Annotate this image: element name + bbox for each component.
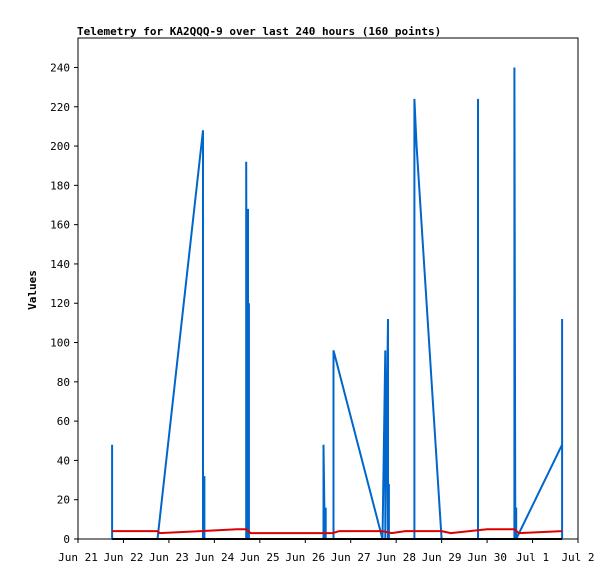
y-tick-label: 240 (50, 61, 70, 74)
x-tick-label: Jun 21 (58, 551, 98, 564)
x-tick-label: Jun 29 (422, 551, 462, 564)
y-tick-label: 220 (50, 101, 70, 114)
y-tick-label: 100 (50, 337, 70, 350)
x-tick-label: Jun 27 (331, 551, 371, 564)
series-layer (111, 67, 564, 540)
plot-frame (77, 37, 579, 540)
x-tick-label: Jul 2 (561, 551, 594, 564)
y-tick-label: 40 (57, 454, 70, 467)
x-tick-label: Jun 30 (467, 551, 507, 564)
chart-title: Telemetry for KA2QQQ-9 over last 240 hou… (77, 25, 441, 38)
y-tick-label: 0 (63, 533, 70, 546)
y-tick-label: 20 (57, 494, 70, 507)
y-tick-label: 80 (57, 376, 70, 389)
x-tick-label: Jun 24 (194, 551, 234, 564)
y-tick-label: 60 (57, 415, 70, 428)
x-tick-label: Jun 25 (240, 551, 280, 564)
x-tick-label: Jun 22 (104, 551, 144, 564)
y-tick-label: 120 (50, 297, 70, 310)
y-axis-title: Values (26, 270, 39, 310)
x-tick-label: Jun 28 (376, 551, 416, 564)
series-line-1 (112, 528, 563, 535)
y-axis: 0 20 40 60 80 100 120 140 160 180 200 220 240 (50, 61, 78, 546)
y-tick-label: 180 (50, 179, 70, 192)
y-tick-label: 140 (50, 258, 70, 271)
x-axis: Jun 21 Jun 22 Jun 23 Jun 24 Jun 25 Jun 26 Jun … (58, 539, 595, 564)
y-tick-label: 200 (50, 140, 70, 153)
x-tick-label: Jun 26 (285, 551, 325, 564)
x-tick-label: Jun 23 (149, 551, 189, 564)
x-tick-label: Jul 1 (516, 551, 549, 564)
y-tick-label: 160 (50, 219, 70, 232)
